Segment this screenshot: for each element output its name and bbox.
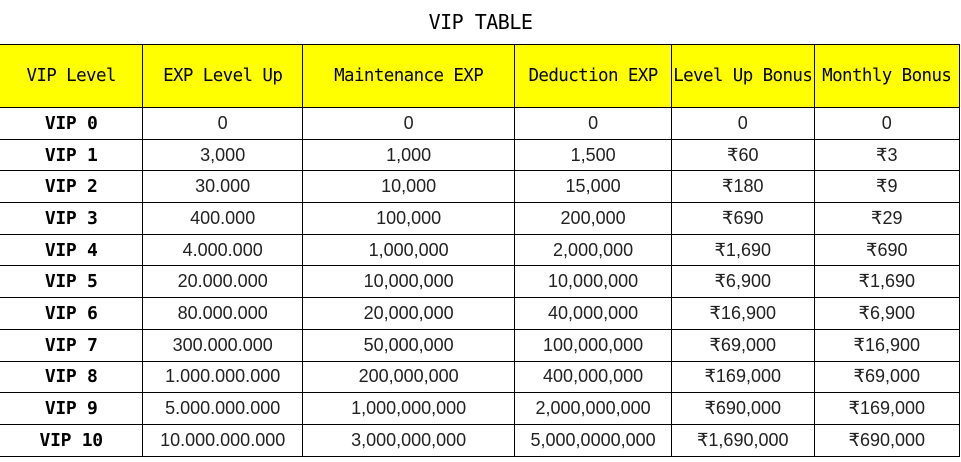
header-vip-level: VIP Level [0,44,144,108]
cell-monthly-bonus: ₹69,000 [813,360,961,394]
cell-monthly-bonus: 0 [813,107,961,140]
cell-maintenance-exp: 0 [302,107,516,140]
cell-deduction-exp: 10,000,000 [514,265,672,299]
table-row: VIP 0 0 0 0 0 0 [0,107,961,140]
cell-level: VIP 7 [0,328,144,362]
table-row: VIP 4 4.000.000 1,000,000 2,000,000 ₹1,6… [0,233,961,267]
cell-level: VIP 1 [0,138,144,172]
table-row: VIP 8 1.000.000.000 200,000,000 400,000,… [0,360,961,394]
cell-level: VIP 4 [0,233,144,267]
cell-deduction-exp: 15,000 [514,170,672,204]
cell-monthly-bonus: ₹690,000 [813,423,961,457]
cell-maintenance-exp: 10,000,000 [302,265,516,299]
cell-monthly-bonus: ₹169,000 [813,392,961,425]
header-row: VIP Level EXP Level Up Maintenance EXP D… [0,44,961,108]
cell-deduction-exp: 1,500 [514,138,672,172]
cell-level: VIP 5 [0,265,144,299]
cell-level-up-bonus: ₹1,690 [670,233,815,267]
table-row: VIP 6 80.000.000 20,000,000 40,000,000 ₹… [0,297,961,330]
cell-maintenance-exp: 10,000 [302,170,516,204]
cell-maintenance-exp: 1,000 [302,138,516,172]
cell-level-up-bonus: ₹690,000 [670,392,815,425]
cell-monthly-bonus: ₹6,900 [813,297,961,330]
cell-exp-level-up: 0 [142,107,304,140]
cell-monthly-bonus: ₹1,690 [813,265,961,299]
table-row: VIP 2 30.000 10,000 15,000 ₹180 ₹9 [0,170,961,204]
header-level-up-bonus: Level Up Bonus [670,44,815,108]
cell-level: VIP 0 [0,107,144,140]
cell-exp-level-up: 3,000 [142,138,304,172]
cell-level-up-bonus: ₹69,000 [670,328,815,362]
cell-exp-level-up: 400.000 [142,202,304,235]
cell-level: VIP 2 [0,170,144,204]
cell-exp-level-up: 5.000.000.000 [142,392,304,425]
cell-exp-level-up: 30.000 [142,170,304,204]
cell-monthly-bonus: ₹9 [813,170,961,204]
cell-maintenance-exp: 100,000 [302,202,516,235]
cell-maintenance-exp: 20,000,000 [302,297,516,330]
cell-deduction-exp: 0 [514,107,672,140]
cell-maintenance-exp: 3,000,000,000 [302,423,516,457]
page-title: VIP TABLE [428,10,533,34]
table-row: VIP 9 5.000.000.000 1,000,000,000 2,000,… [0,392,961,425]
cell-exp-level-up: 1.000.000.000 [142,360,304,394]
cell-deduction-exp: 200,000 [514,202,672,235]
cell-deduction-exp: 5,000,0000,000 [514,423,672,457]
table-row: VIP 10 10.000.000.000 3,000,000,000 5,00… [0,423,961,457]
cell-level-up-bonus: ₹180 [670,170,815,204]
cell-exp-level-up: 10.000.000.000 [142,423,304,457]
table-row: VIP 3 400.000 100,000 200,000 ₹690 ₹29 [0,202,961,235]
cell-level: VIP 10 [0,423,144,457]
header-exp-level-up: EXP Level Up [142,44,304,108]
cell-exp-level-up: 300.000.000 [142,328,304,362]
cell-exp-level-up: 80.000.000 [142,297,304,330]
vip-table: VIP Level EXP Level Up Maintenance EXP D… [0,44,961,457]
cell-level-up-bonus: ₹6,900 [670,265,815,299]
cell-deduction-exp: 400,000,000 [514,360,672,394]
cell-level: VIP 9 [0,392,144,425]
table-row: VIP 1 3,000 1,000 1,500 ₹60 ₹3 [0,138,961,172]
header-monthly-bonus: Monthly Bonus [813,44,961,108]
cell-level: VIP 8 [0,360,144,394]
cell-level-up-bonus: ₹60 [670,138,815,172]
cell-level-up-bonus: 0 [670,107,815,140]
cell-level-up-bonus: ₹16,900 [670,297,815,330]
cell-exp-level-up: 20.000.000 [142,265,304,299]
cell-monthly-bonus: ₹690 [813,233,961,267]
cell-deduction-exp: 40,000,000 [514,297,672,330]
cell-monthly-bonus: ₹3 [813,138,961,172]
cell-maintenance-exp: 200,000,000 [302,360,516,394]
cell-level-up-bonus: ₹1,690,000 [670,423,815,457]
cell-deduction-exp: 100,000,000 [514,328,672,362]
header-maintenance-exp: Maintenance EXP [302,44,516,108]
cell-maintenance-exp: 1,000,000 [302,233,516,267]
cell-exp-level-up: 4.000.000 [142,233,304,267]
cell-level-up-bonus: ₹169,000 [670,360,815,394]
cell-deduction-exp: 2,000,000,000 [514,392,672,425]
header-deduction-exp: Deduction EXP [514,44,672,108]
cell-monthly-bonus: ₹16,900 [813,328,961,362]
table-row: VIP 5 20.000.000 10,000,000 10,000,000 ₹… [0,265,961,299]
cell-level-up-bonus: ₹690 [670,202,815,235]
cell-deduction-exp: 2,000,000 [514,233,672,267]
table-row: VIP 7 300.000.000 50,000,000 100,000,000… [0,328,961,362]
cell-level: VIP 3 [0,202,144,235]
cell-maintenance-exp: 1,000,000,000 [302,392,516,425]
cell-maintenance-exp: 50,000,000 [302,328,516,362]
cell-monthly-bonus: ₹29 [813,202,961,235]
cell-level: VIP 6 [0,297,144,330]
